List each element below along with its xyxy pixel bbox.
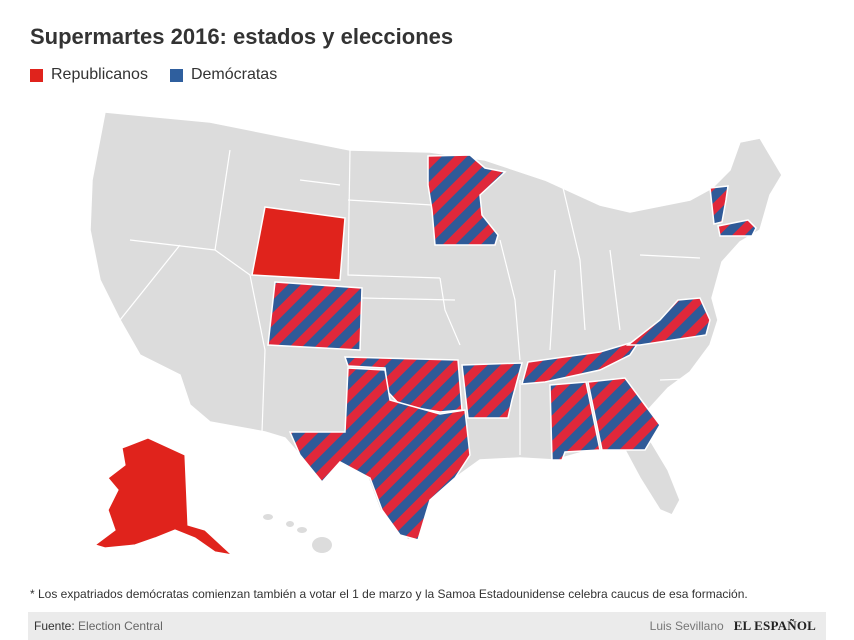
state-alaska (93, 437, 234, 556)
state-alabama (549, 381, 601, 461)
legend-swatch-republicanos (30, 68, 43, 82)
source-value: Election Central (78, 619, 163, 633)
state-arkansas (461, 362, 523, 419)
credits: Luis Sevillano EL ESPAÑOL (650, 618, 816, 634)
state-massachusetts (717, 219, 757, 237)
legend-swatch-democratas (169, 68, 183, 82)
source-label: Fuente: (34, 619, 75, 633)
legend-label-democratas: Demócratas (190, 66, 278, 83)
state-tennessee (520, 338, 642, 385)
footer-bar: Fuente: Election Central Luis Sevillano … (28, 612, 826, 640)
brand-logo: EL ESPAÑOL (733, 618, 816, 633)
footnote: * Los expatriados demócratas comienzan t… (30, 587, 748, 601)
state-vermont (709, 185, 729, 225)
state-minnesota (427, 154, 507, 246)
author-credit: Luis Sevillano (649, 619, 724, 633)
chart-title: Supermartes 2016: estados y elecciones (30, 24, 454, 49)
state-georgia (587, 377, 661, 451)
state-hawaii (263, 514, 332, 553)
legend-item-democratas: Demócratas (169, 66, 278, 84)
state-colorado (267, 281, 363, 351)
legend-label-republicanos: Republicanos (51, 66, 148, 83)
legend-item-republicanos: Republicanos (30, 66, 148, 84)
us-map (89, 111, 783, 556)
source: Fuente: Election Central (34, 619, 163, 633)
state-borders (119, 149, 711, 455)
state-texas (288, 367, 471, 541)
state-virginia (625, 297, 711, 346)
legend: Republicanos Demócratas (30, 66, 299, 84)
state-wyoming (251, 206, 346, 281)
